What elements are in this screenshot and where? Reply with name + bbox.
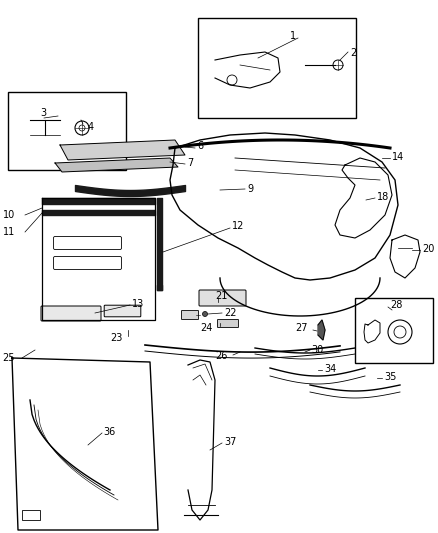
Text: 20: 20 <box>422 244 434 254</box>
Text: 34: 34 <box>324 364 336 374</box>
Text: 22: 22 <box>224 308 237 318</box>
Text: 7: 7 <box>187 158 193 168</box>
Text: 36: 36 <box>103 427 115 437</box>
Text: 18: 18 <box>377 192 389 202</box>
Text: 4: 4 <box>88 122 94 132</box>
Polygon shape <box>60 140 185 160</box>
Text: 21: 21 <box>215 291 227 301</box>
Text: 27: 27 <box>296 323 308 333</box>
Polygon shape <box>55 158 178 172</box>
Text: 24: 24 <box>201 323 213 333</box>
Text: 37: 37 <box>224 437 237 447</box>
Text: 6: 6 <box>197 141 203 151</box>
FancyBboxPatch shape <box>181 311 198 319</box>
Text: 9: 9 <box>247 184 253 194</box>
FancyBboxPatch shape <box>104 305 141 317</box>
Text: 26: 26 <box>215 351 228 361</box>
Text: 23: 23 <box>111 333 123 343</box>
Polygon shape <box>318 320 325 340</box>
Text: 14: 14 <box>392 152 404 162</box>
FancyBboxPatch shape <box>41 306 101 321</box>
Bar <box>22 510 40 520</box>
Text: 1: 1 <box>290 31 296 41</box>
Text: 30: 30 <box>311 345 323 355</box>
Bar <box>355 298 433 363</box>
Text: 2: 2 <box>350 48 356 58</box>
Text: 10: 10 <box>3 210 15 220</box>
FancyBboxPatch shape <box>199 290 246 306</box>
Bar <box>8 92 126 170</box>
Bar <box>198 18 356 118</box>
Text: 25: 25 <box>3 353 15 363</box>
FancyBboxPatch shape <box>218 319 239 327</box>
Text: 3: 3 <box>40 108 46 118</box>
Text: 35: 35 <box>384 372 396 382</box>
Text: 12: 12 <box>232 221 244 231</box>
Text: 11: 11 <box>3 227 15 237</box>
Text: 28: 28 <box>390 300 403 310</box>
Circle shape <box>202 311 208 317</box>
Text: 13: 13 <box>132 299 144 309</box>
